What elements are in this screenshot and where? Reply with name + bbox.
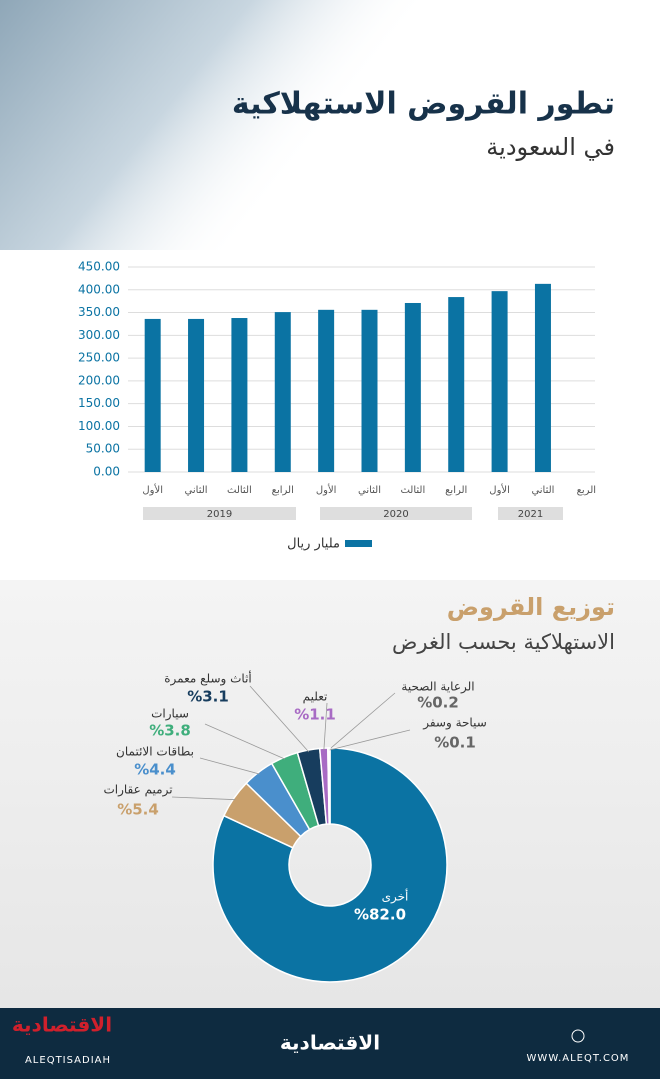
bar xyxy=(318,309,335,472)
slice-name: أخرى xyxy=(382,889,409,905)
site: WWW.ALEQT.COM xyxy=(527,1053,630,1064)
title: تطور القروض الاستهلاكية xyxy=(232,87,615,122)
bar xyxy=(491,291,508,472)
leader-line xyxy=(249,685,310,753)
x-tick-label: الأول xyxy=(142,483,163,496)
x-tick-label: الثاني xyxy=(531,485,554,496)
legend-swatch xyxy=(345,540,372,547)
slice-name: تعليم xyxy=(303,690,328,704)
slice-name: سياحة وسفر xyxy=(422,716,487,731)
donut-chart: أخرى%82.0 ترميم عقارات %5.4 بطاقات الائتمان… xyxy=(103,671,487,983)
x-tick-label: الثالث xyxy=(400,485,425,496)
bar xyxy=(361,309,378,472)
slice-value: %3.8 xyxy=(149,722,191,740)
x-tick-label: الثاني xyxy=(358,485,381,496)
pie-subtitle: الاستهلاكية بحسب الغرض xyxy=(392,630,615,654)
group-band xyxy=(320,507,472,520)
x-tick-label: الثالث xyxy=(227,485,252,496)
y-tick-label: 350.00 xyxy=(78,305,120,319)
slice-value: %0.2 xyxy=(417,694,459,712)
legend-label: مليار ريال xyxy=(287,537,340,552)
slice-name: أثاث وسلع معمرة xyxy=(164,671,252,687)
slice-value: %5.4 xyxy=(117,801,159,819)
leader-line xyxy=(328,692,396,751)
subtitle: في السعودية xyxy=(486,133,615,161)
donut-slice xyxy=(328,747,331,825)
bar xyxy=(448,297,465,472)
pie-title: توزيع القروض xyxy=(447,593,615,621)
slice-name: ترميم عقارات xyxy=(103,783,172,798)
y-tick-label: 0.00 xyxy=(93,465,120,479)
y-tick-label: 150.00 xyxy=(78,396,120,410)
bar xyxy=(274,312,291,472)
group-label: 2021 xyxy=(518,509,543,520)
x-tick-label: الثاني xyxy=(185,485,208,496)
x-tick-label: الأول xyxy=(489,483,510,496)
y-tick-label: 250.00 xyxy=(78,351,120,365)
slice-value: %3.1 xyxy=(187,688,229,706)
leader-line xyxy=(323,702,328,751)
bar xyxy=(404,302,421,472)
x-tick-label: الرابع xyxy=(272,485,294,496)
slice-name: بطاقات الائتمان xyxy=(116,745,194,759)
y-tick-label: 300.00 xyxy=(78,328,120,342)
footer-bar xyxy=(0,1008,660,1079)
y-tick-label: 200.00 xyxy=(78,373,120,387)
slice-name: الرعاية الصحية xyxy=(401,680,474,695)
y-tick-label: 400.00 xyxy=(78,282,120,296)
leader-line xyxy=(204,723,286,760)
bar-chart: 0.00 50.00 100.00 150.00 200.00 250.00 300.00 3… xyxy=(78,260,596,552)
y-tick-label: 50.00 xyxy=(86,442,120,456)
header-background xyxy=(0,0,660,250)
donut-slice xyxy=(212,747,448,983)
bar xyxy=(144,318,161,472)
y-tick-label: 100.00 xyxy=(78,419,120,433)
handle: ALEQTISADIAH xyxy=(25,1055,111,1066)
bar xyxy=(188,318,205,472)
leader-line xyxy=(171,796,236,801)
slice-value: %4.4 xyxy=(134,761,176,779)
group-label: 2020 xyxy=(383,509,408,520)
slice-value: %1.1 xyxy=(294,706,336,724)
y-tick-label: 450.00 xyxy=(78,260,120,274)
group-band xyxy=(143,507,296,520)
x-tick-label: الرابع xyxy=(445,485,467,496)
bar xyxy=(534,283,551,472)
group-band xyxy=(498,507,563,520)
x-tick-label: الأول xyxy=(316,483,337,496)
leader-line xyxy=(329,729,411,751)
brand-logo: الاقتصادية xyxy=(12,1013,112,1037)
x-tick-label: الربع xyxy=(577,485,596,496)
group-label: 2019 xyxy=(207,509,232,520)
slice-value: %82.0 xyxy=(354,906,406,924)
bar xyxy=(231,318,248,472)
brand-center: الاقتصادية xyxy=(280,1031,380,1055)
slice-value: %0.1 xyxy=(434,734,476,752)
slice-name: سيارات xyxy=(151,707,189,722)
site-icon xyxy=(571,1029,585,1043)
leader-line xyxy=(199,757,260,775)
